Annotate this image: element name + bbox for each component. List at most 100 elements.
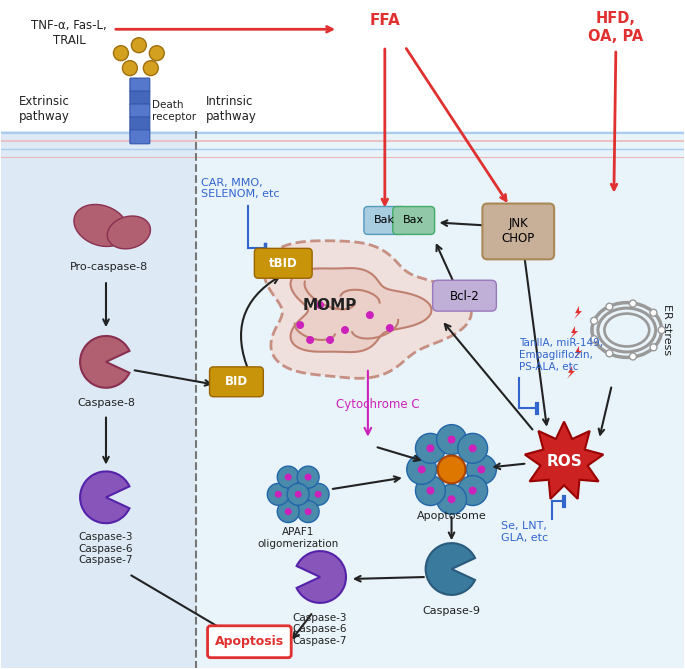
Circle shape (132, 37, 147, 53)
Circle shape (606, 350, 613, 357)
Circle shape (469, 486, 477, 494)
Circle shape (436, 484, 466, 514)
Circle shape (606, 303, 613, 310)
Circle shape (285, 508, 292, 515)
Circle shape (630, 300, 636, 307)
Text: Apoptosome: Apoptosome (416, 511, 486, 521)
Text: Cytochrome C: Cytochrome C (336, 398, 420, 411)
Text: tBID: tBID (269, 257, 297, 270)
Circle shape (305, 508, 312, 515)
Polygon shape (574, 346, 582, 359)
Circle shape (285, 474, 292, 480)
Circle shape (277, 466, 299, 488)
Circle shape (297, 500, 319, 522)
Circle shape (143, 61, 158, 76)
Polygon shape (108, 216, 151, 249)
Text: JNK
CHOP: JNK CHOP (501, 217, 535, 246)
Text: Caspase-8: Caspase-8 (77, 398, 135, 407)
Text: BID: BID (225, 375, 248, 388)
Circle shape (466, 454, 497, 484)
FancyBboxPatch shape (208, 626, 291, 658)
Circle shape (418, 466, 425, 474)
Polygon shape (264, 241, 471, 378)
Text: Caspase-3
Caspase-6
Caspase-7: Caspase-3 Caspase-6 Caspase-7 (79, 532, 134, 565)
Circle shape (316, 301, 324, 309)
Text: APAF1
oligomerization: APAF1 oligomerization (258, 527, 339, 549)
Circle shape (458, 476, 488, 506)
Bar (1, 131, 684, 668)
Polygon shape (567, 366, 575, 379)
Bar (1, 1, 684, 131)
Circle shape (427, 486, 434, 494)
Text: Pro-caspase-8: Pro-caspase-8 (70, 262, 148, 272)
Text: CAR, MMO,
SELENOM, etc: CAR, MMO, SELENOM, etc (201, 178, 279, 199)
Circle shape (275, 491, 282, 498)
Circle shape (314, 491, 321, 498)
FancyBboxPatch shape (364, 207, 406, 234)
Text: ER stress: ER stress (662, 304, 672, 356)
Circle shape (438, 456, 466, 484)
Circle shape (306, 336, 314, 344)
Text: FFA: FFA (369, 13, 400, 28)
Text: TanIIA, miR-149,
Empagliflozin,
PS-ALA, etc: TanIIA, miR-149, Empagliflozin, PS-ALA, … (519, 339, 603, 371)
Circle shape (427, 444, 434, 452)
Text: Bcl-2: Bcl-2 (449, 290, 479, 302)
Circle shape (277, 500, 299, 522)
Circle shape (447, 436, 456, 444)
Text: TNF-α, Fas-L,
TRAIL: TNF-α, Fas-L, TRAIL (32, 19, 107, 47)
Text: Bax: Bax (403, 215, 424, 225)
Circle shape (114, 45, 128, 61)
Text: Bak: Bak (374, 215, 395, 225)
Circle shape (305, 474, 312, 480)
Circle shape (650, 344, 657, 351)
Text: Se, LNT,
GLA, etc: Se, LNT, GLA, etc (501, 521, 548, 543)
Circle shape (650, 309, 657, 316)
Text: Caspase-9: Caspase-9 (423, 606, 481, 616)
Bar (1, 131, 684, 171)
Circle shape (296, 321, 304, 329)
FancyBboxPatch shape (130, 91, 150, 105)
Circle shape (267, 484, 289, 505)
Circle shape (297, 466, 319, 488)
Circle shape (149, 45, 164, 61)
Text: Extrinsic
pathway: Extrinsic pathway (19, 95, 71, 123)
Text: Caspase-3
Caspase-6
Caspase-7: Caspase-3 Caspase-6 Caspase-7 (293, 613, 347, 646)
Circle shape (469, 444, 477, 452)
Text: MOMP: MOMP (303, 298, 358, 312)
FancyBboxPatch shape (254, 248, 312, 278)
Text: Death
receptor: Death receptor (152, 100, 196, 122)
Circle shape (366, 311, 374, 319)
Circle shape (287, 484, 309, 505)
Circle shape (658, 326, 665, 334)
FancyArrowPatch shape (241, 277, 279, 372)
Wedge shape (80, 336, 129, 388)
FancyBboxPatch shape (433, 280, 497, 311)
Circle shape (386, 324, 394, 332)
Circle shape (295, 491, 301, 498)
Circle shape (458, 434, 488, 463)
Wedge shape (80, 472, 129, 523)
Wedge shape (297, 551, 346, 603)
Circle shape (341, 326, 349, 334)
Circle shape (407, 454, 436, 484)
Text: Intrinsic
pathway: Intrinsic pathway (206, 95, 256, 123)
Polygon shape (525, 421, 603, 499)
Polygon shape (574, 306, 582, 319)
FancyBboxPatch shape (130, 104, 150, 118)
Polygon shape (570, 326, 578, 339)
FancyBboxPatch shape (482, 203, 554, 260)
Circle shape (123, 61, 138, 76)
Text: Apoptosis: Apoptosis (215, 636, 284, 648)
FancyBboxPatch shape (210, 367, 263, 397)
Polygon shape (290, 268, 432, 352)
Circle shape (436, 425, 466, 454)
Circle shape (416, 476, 445, 506)
FancyBboxPatch shape (130, 117, 150, 131)
Text: ROS: ROS (546, 454, 582, 469)
Wedge shape (425, 543, 475, 595)
FancyBboxPatch shape (130, 130, 150, 144)
Bar (1, 131, 196, 668)
Circle shape (630, 353, 636, 360)
Circle shape (590, 317, 597, 324)
Circle shape (326, 336, 334, 344)
